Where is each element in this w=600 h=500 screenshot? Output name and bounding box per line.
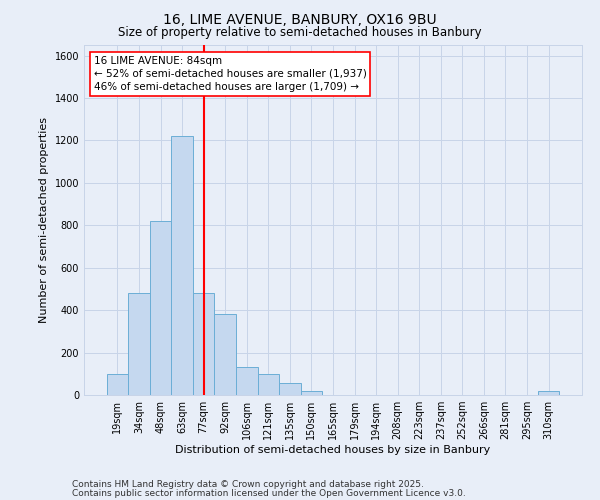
Bar xyxy=(214,314,236,395)
X-axis label: Distribution of semi-detached houses by size in Banbury: Distribution of semi-detached houses by … xyxy=(175,445,491,455)
Text: Contains HM Land Registry data © Crown copyright and database right 2025.: Contains HM Land Registry data © Crown c… xyxy=(72,480,424,489)
Bar xyxy=(538,391,559,395)
Text: 16 LIME AVENUE: 84sqm
← 52% of semi-detached houses are smaller (1,937)
46% of s: 16 LIME AVENUE: 84sqm ← 52% of semi-deta… xyxy=(94,56,367,92)
Bar xyxy=(128,293,150,395)
Bar xyxy=(193,293,214,395)
Bar xyxy=(236,368,257,395)
Bar xyxy=(172,136,193,395)
Bar xyxy=(150,221,172,395)
Bar xyxy=(257,374,279,395)
Bar xyxy=(107,374,128,395)
Text: 16, LIME AVENUE, BANBURY, OX16 9BU: 16, LIME AVENUE, BANBURY, OX16 9BU xyxy=(163,12,437,26)
Bar xyxy=(301,391,322,395)
Text: Size of property relative to semi-detached houses in Banbury: Size of property relative to semi-detach… xyxy=(118,26,482,39)
Y-axis label: Number of semi-detached properties: Number of semi-detached properties xyxy=(39,117,49,323)
Bar xyxy=(279,384,301,395)
Text: Contains public sector information licensed under the Open Government Licence v3: Contains public sector information licen… xyxy=(72,490,466,498)
